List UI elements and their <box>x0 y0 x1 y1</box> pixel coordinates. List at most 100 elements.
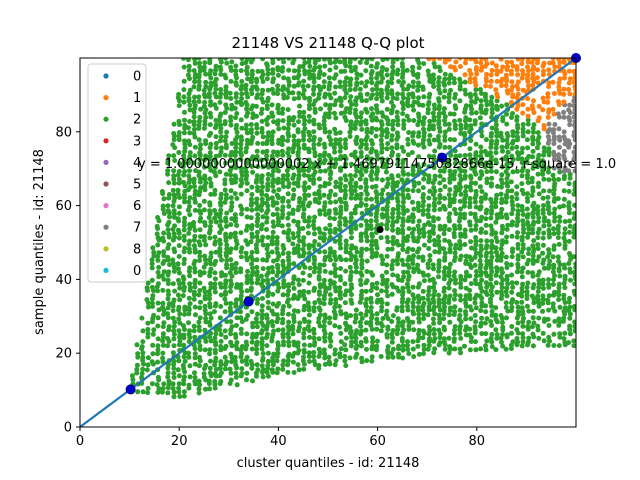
scatter-point-cluster-2 <box>515 156 521 162</box>
scatter-point-cluster-2 <box>244 145 249 151</box>
scatter-point-cluster-2 <box>525 280 531 286</box>
scatter-point-cluster-2 <box>515 320 521 326</box>
scatter-point-cluster-2 <box>451 176 457 182</box>
scatter-point-cluster-2 <box>239 169 245 175</box>
scatter-point-cluster-2 <box>311 180 317 186</box>
scatter-point-cluster-2 <box>514 336 520 341</box>
scatter-point-cluster-2 <box>327 315 333 321</box>
scatter-point-cluster-2 <box>191 119 197 125</box>
scatter-point-cluster-2 <box>154 223 160 229</box>
scatter-point-cluster-2 <box>217 237 223 243</box>
scatter-point-cluster-2 <box>338 339 344 345</box>
scatter-point-cluster-2 <box>401 95 406 101</box>
scatter-point-cluster-2 <box>359 110 364 116</box>
scatter-point-cluster-2 <box>165 171 171 177</box>
scatter-point-cluster-2 <box>187 184 193 190</box>
scatter-point-cluster-2 <box>447 261 453 267</box>
scatter-point-cluster-2 <box>271 177 277 183</box>
scatter-point-cluster-2 <box>274 192 280 198</box>
scatter-point-cluster-2 <box>473 235 479 240</box>
scatter-point-cluster-2 <box>212 347 218 353</box>
scatter-point-cluster-2 <box>295 277 301 283</box>
scatter-point-cluster-2 <box>358 277 363 283</box>
scatter-point-cluster-2 <box>395 324 401 329</box>
scatter-point-cluster-2 <box>203 114 209 120</box>
scatter-point-cluster-2 <box>499 266 504 272</box>
scatter-point-cluster-2 <box>458 350 463 356</box>
scatter-point-cluster-2 <box>196 363 202 369</box>
scatter-point-cluster-2 <box>322 268 328 274</box>
scatter-point-cluster-2 <box>446 350 452 356</box>
scatter-point-cluster-2 <box>389 350 394 356</box>
scatter-point-cluster-2 <box>368 211 374 217</box>
scatter-point-cluster-2 <box>436 83 442 89</box>
scatter-point-cluster-2 <box>182 215 188 221</box>
scatter-point-cluster-2 <box>546 204 551 210</box>
scatter-point-cluster-2 <box>494 138 500 144</box>
scatter-point-cluster-2 <box>191 243 197 249</box>
scatter-point-cluster-2 <box>524 303 530 309</box>
scatter-point-cluster-2 <box>165 374 171 380</box>
scatter-point-cluster-2 <box>160 359 166 365</box>
scatter-point-cluster-2 <box>343 335 349 341</box>
scatter-point-cluster-2 <box>421 126 426 132</box>
scatter-point-cluster-2 <box>462 231 468 237</box>
scatter-point-cluster-2 <box>254 362 260 368</box>
scatter-point-cluster-2 <box>399 323 405 329</box>
scatter-point-cluster-2 <box>239 96 245 101</box>
scatter-point-cluster-2 <box>271 351 277 357</box>
scatter-point-cluster-2 <box>223 171 229 177</box>
scatter-point-cluster-7 <box>572 137 576 143</box>
scatter-point-cluster-2 <box>176 385 182 391</box>
scatter-point-cluster-2 <box>196 99 202 104</box>
scatter-point-cluster-2 <box>213 67 219 73</box>
scatter-point-cluster-2 <box>515 253 521 259</box>
scatter-point-cluster-2 <box>302 60 308 66</box>
scatter-point-cluster-2 <box>568 256 573 262</box>
scatter-point-cluster-2 <box>510 169 516 175</box>
scatter-point-cluster-2 <box>312 150 318 156</box>
scatter-point-cluster-2 <box>274 246 280 252</box>
scatter-point-cluster-2 <box>207 320 212 325</box>
scatter-point-cluster-2 <box>505 188 511 194</box>
scatter-point-cluster-2 <box>275 350 281 356</box>
scatter-point-cluster-2 <box>306 185 312 190</box>
scatter-point-cluster-2 <box>181 256 187 262</box>
scatter-point-cluster-2 <box>232 230 238 236</box>
scatter-point-cluster-2 <box>390 59 396 65</box>
x-tick-label: 20 <box>171 434 188 449</box>
scatter-point-cluster-2 <box>265 234 271 240</box>
scatter-point-cluster-2 <box>326 114 332 120</box>
scatter-point-cluster-2 <box>526 319 532 325</box>
scatter-point-cluster-2 <box>441 110 447 116</box>
scatter-point-cluster-2 <box>161 249 167 255</box>
scatter-point-cluster-2 <box>343 238 349 244</box>
scatter-point-cluster-2 <box>458 297 464 303</box>
scatter-point-cluster-2 <box>364 58 370 62</box>
scatter-point-cluster-2 <box>348 215 354 221</box>
scatter-point-cluster-2 <box>369 106 374 112</box>
scatter-point-cluster-2 <box>192 233 198 239</box>
scatter-point-cluster-2 <box>359 210 365 216</box>
scatter-point-cluster-2 <box>223 192 229 198</box>
scatter-point-cluster-2 <box>479 300 485 306</box>
scatter-point-cluster-2 <box>206 215 212 220</box>
scatter-point-cluster-2 <box>228 289 233 294</box>
scatter-point-cluster-2 <box>369 246 374 252</box>
scatter-point-cluster-2 <box>484 316 490 322</box>
scatter-point-cluster-2 <box>536 315 542 321</box>
scatter-point-cluster-2 <box>260 200 266 206</box>
scatter-point-cluster-2 <box>196 72 202 78</box>
scatter-point-cluster-2 <box>135 389 141 395</box>
scatter-point-cluster-2 <box>171 192 177 198</box>
scatter-point-cluster-2 <box>317 160 323 166</box>
scatter-point-cluster-2 <box>524 296 530 302</box>
scatter-point-cluster-2 <box>296 204 302 210</box>
scatter-point-cluster-2 <box>473 204 479 210</box>
scatter-point-cluster-1 <box>536 115 542 121</box>
scatter-point-cluster-7 <box>556 134 562 140</box>
scatter-point-cluster-2 <box>198 234 203 240</box>
scatter-point-cluster-2 <box>546 222 552 228</box>
scatter-point-cluster-2 <box>255 184 260 190</box>
scatter-point-cluster-2 <box>499 281 505 287</box>
